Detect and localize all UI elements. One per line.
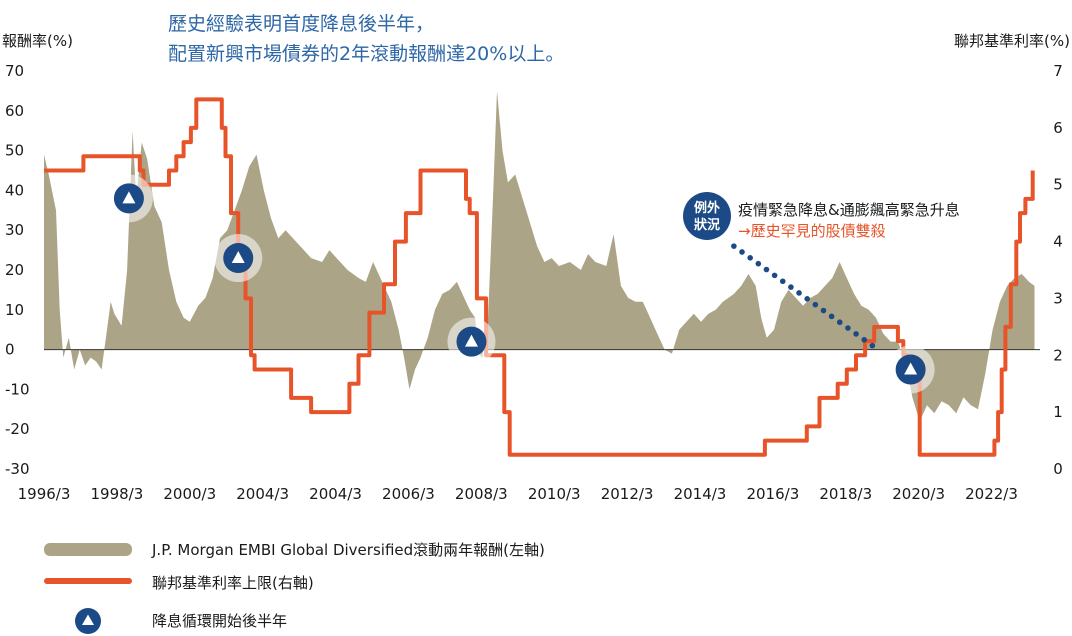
legend-marker-label: 降息循環開始後半年 (152, 612, 287, 630)
exception-badge (683, 192, 731, 240)
left-axis-title: 報酬率(%) (2, 32, 73, 50)
callout-dot (779, 278, 786, 285)
right-tick-label: 4 (1053, 233, 1063, 251)
callout-dot (804, 295, 810, 302)
x-axis-ticks: 1996/3 1998/3 2000/3 2004/3 2004/3 2006/3 2008… (18, 485, 1018, 503)
left-tick-label: 70 (5, 62, 24, 80)
callout-dot (788, 284, 794, 290)
x-tick-label: 2014/3 (674, 485, 727, 503)
marker-triangle-icon (464, 334, 478, 347)
left-tick-label: 20 (5, 261, 24, 279)
rate-cut-marker (104, 174, 153, 223)
x-tick-label: 2010/3 (528, 485, 581, 503)
rate-cut-marker (214, 234, 263, 283)
right-tick-label: 0 (1053, 460, 1063, 478)
exception-badge-line2: 狀況 (694, 217, 720, 233)
x-tick-label: 2000/3 (163, 485, 216, 503)
headline-line2: 配置新興市場債券的2年滾動報酬達20%以上。 (168, 43, 564, 65)
callout-dot (747, 255, 753, 261)
legend-line-swatch (44, 578, 132, 584)
x-tick-label: 1998/3 (90, 485, 143, 503)
callout-dot (771, 272, 778, 279)
right-tick-label: 5 (1053, 176, 1063, 194)
marker-triangle-icon (231, 251, 245, 264)
callout-dot (853, 331, 859, 337)
x-tick-label: 2004/3 (309, 485, 362, 503)
x-tick-label: 2022/3 (965, 485, 1018, 503)
left-tick-label: -10 (5, 380, 30, 398)
legend-line-label: 聯邦基準利率上限(右軸) (152, 574, 314, 592)
left-tick-label: -20 (5, 420, 30, 438)
x-tick-label: 2012/3 (601, 485, 654, 503)
callout-dot (845, 325, 851, 331)
left-tick-label: 50 (5, 142, 24, 160)
right-axis-title: 聯邦基準利率(%) (954, 32, 1070, 50)
embi-rolling-return-area (44, 90, 1035, 422)
left-tick-label: -30 (5, 460, 30, 478)
callout-dot (763, 266, 770, 273)
x-tick-label: 2004/3 (236, 485, 289, 503)
x-tick-label: 2008/3 (455, 485, 508, 503)
callout-dot (731, 243, 737, 249)
right-axis-ticks: 7 6 5 4 3 2 1 0 (1053, 62, 1063, 478)
marker-triangle-icon (122, 191, 136, 204)
right-tick-label: 1 (1053, 403, 1063, 421)
rate-cut-marker (886, 345, 935, 394)
callout-dot (828, 313, 835, 320)
callout-dot (861, 336, 868, 343)
rate-cut-markers (104, 174, 935, 394)
x-tick-label: 2006/3 (382, 485, 435, 503)
callout-dot (812, 301, 819, 308)
marker-triangle-icon (904, 362, 918, 375)
exception-badge-line1: 例外 (694, 200, 720, 216)
right-tick-label: 3 (1053, 289, 1063, 307)
callout-dot (755, 260, 762, 267)
callout-dot (820, 307, 827, 314)
x-tick-label: 2020/3 (892, 485, 945, 503)
legend-area-label: J.P. Morgan EMBI Global Diversified滾動兩年報… (151, 541, 545, 559)
right-tick-label: 6 (1053, 119, 1063, 137)
callout-dot (796, 290, 802, 296)
left-tick-label: 0 (5, 341, 15, 359)
callout-dot (739, 249, 745, 255)
rate-cut-marker (447, 317, 496, 366)
headline-backdrop (150, 8, 630, 70)
callout-dot (836, 319, 843, 326)
x-tick-label: 2018/3 (819, 485, 872, 503)
right-tick-label: 7 (1053, 62, 1063, 80)
right-tick-label: 2 (1053, 346, 1063, 364)
x-tick-label: 2016/3 (746, 485, 799, 503)
callout-dotted-line (731, 243, 876, 349)
exception-note-line1: 疫情緊急降息&通膨飆高緊急升息 (738, 201, 960, 219)
fed-rate-line (44, 97, 1035, 457)
left-tick-label: 60 (5, 102, 24, 120)
left-axis-ticks: 70 60 50 40 30 20 10 0 -10 -20 -30 (5, 62, 30, 478)
exception-note-line2: →歷史罕見的股債雙殺 (738, 222, 886, 240)
headline-line1: 歷史經驗表明首度降息後半年， (168, 13, 434, 35)
left-tick-label: 30 (5, 221, 24, 239)
left-tick-label: 10 (5, 301, 24, 319)
x-tick-label: 1996/3 (18, 485, 71, 503)
left-tick-label: 40 (5, 181, 24, 199)
legend-area-swatch (44, 543, 132, 556)
legend-marker-triangle-icon (82, 614, 94, 625)
callout-dot (869, 342, 876, 349)
